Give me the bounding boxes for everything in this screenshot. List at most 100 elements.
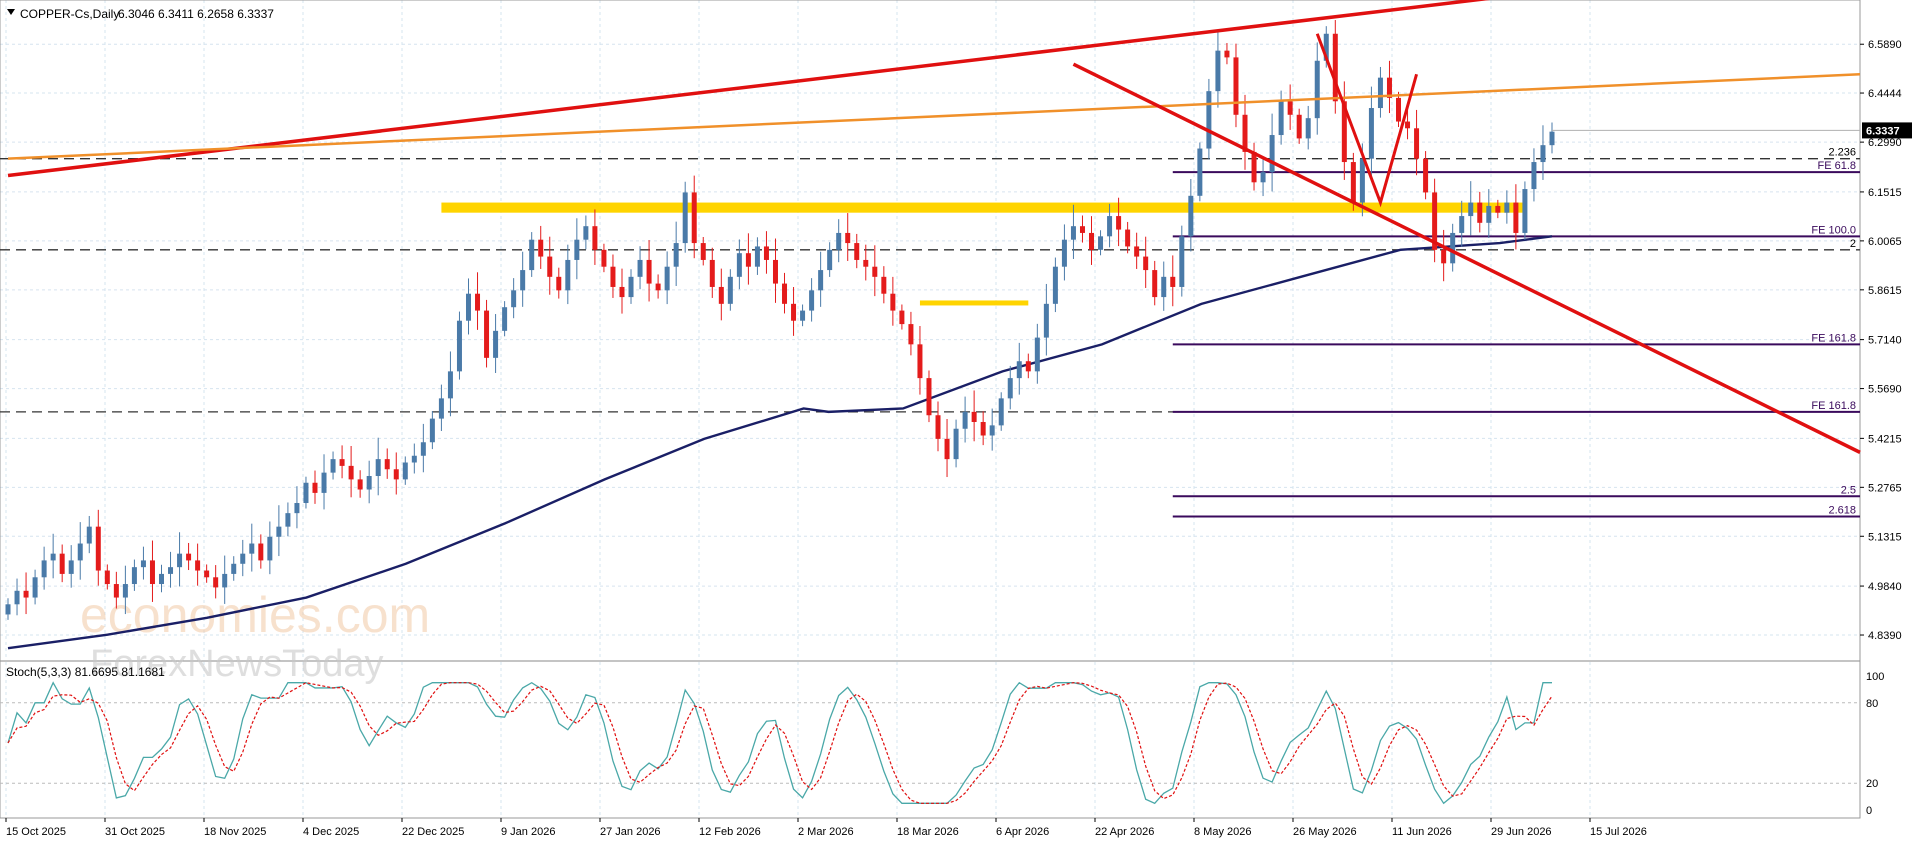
candle-body [502,307,508,331]
candle [700,236,706,266]
candle [881,266,887,304]
candle [456,311,462,380]
price-tick-label: 6.1515 [1868,187,1902,199]
candle [41,546,47,590]
candle-body [619,286,625,298]
candle-body [1296,114,1302,139]
candle-body [556,276,562,291]
stoch-axis-tick: 100 [1866,671,1884,683]
candle [1233,43,1239,128]
candle [917,325,923,395]
candle [989,408,995,451]
candle-body [529,239,535,271]
candle-body [854,243,860,260]
menu-triangle-icon[interactable] [7,9,15,15]
candle [1287,84,1293,130]
stoch-axis-tick: 20 [1866,778,1878,790]
candle [240,539,246,577]
candle-body [538,239,544,257]
candle-body [1260,172,1266,183]
candle-body [944,438,950,460]
candle-body [1116,216,1122,230]
candle [420,423,426,473]
candle [1531,148,1537,202]
fib-level-label: FE 61.8 [1817,160,1856,172]
candle-body [736,253,742,277]
candle [402,456,408,485]
candle [854,233,860,269]
candle-body [1079,226,1085,233]
candle-body [1323,33,1329,61]
candle-body [1314,60,1320,119]
candle [809,278,815,322]
watermark: economies.com ForexNewsToday [80,587,430,685]
ohlc-values: 6.3046 6.3411 6.2658 6.3337 [118,7,274,21]
candle-body [276,526,282,537]
candle [1034,323,1040,384]
candle [1540,125,1546,180]
candle-body [1179,236,1185,287]
candle [1486,189,1492,238]
candle [1549,122,1555,154]
candle [1052,257,1058,313]
candle [782,272,788,314]
candle [1477,191,1483,233]
price-tick-label: 5.4215 [1868,433,1902,445]
candle-body [1143,256,1149,271]
candle [447,351,453,417]
candle-body [1215,50,1221,92]
candle-body [881,276,887,294]
candle-body [1540,145,1546,163]
candle [1423,151,1429,200]
candle-body [583,226,589,240]
candle-body [772,259,778,284]
candle-body [1034,337,1040,372]
candle-body [177,553,183,568]
candle-body [1025,361,1031,372]
candle [1070,204,1076,259]
candle [276,505,282,557]
trendline [7,73,1861,160]
candle-body [664,266,670,291]
candle-body [1350,162,1356,203]
candle-body [204,570,210,578]
candle [1314,42,1320,135]
candle [86,515,92,554]
watermark-line-2: ForexNewsToday [90,643,384,685]
candle-body [574,239,580,260]
price-tick-label: 6.4444 [1868,88,1902,100]
candle [1269,113,1275,192]
candle [429,411,435,450]
candle-body [971,411,977,422]
time-tick-label: 8 May 2026 [1194,826,1251,838]
candle [971,390,977,442]
current-price-label: 6.3337 [1866,125,1900,137]
candle-body [375,459,381,477]
candle-body [1188,195,1194,237]
candle-body [1061,239,1067,267]
candle-body [140,560,146,568]
candle-body [484,310,490,358]
candle [926,370,932,423]
price-tick-label: 5.5690 [1868,384,1902,396]
candle-body [953,428,959,460]
candle-body [149,560,155,585]
candle [772,238,778,303]
candle-body [980,421,986,436]
candle [249,523,255,572]
time-tick-label: 15 Oct 2025 [6,826,66,838]
candle-body [1405,121,1411,129]
candle [1396,91,1402,128]
candle [438,384,444,431]
candle [1206,78,1212,160]
candle [1414,109,1420,176]
candle-body [231,563,237,574]
candle-body [818,270,824,291]
candle [1143,236,1149,288]
candle-body [682,192,688,244]
candle [791,287,797,336]
candle-body [1495,205,1501,213]
candle-body [1278,101,1284,136]
